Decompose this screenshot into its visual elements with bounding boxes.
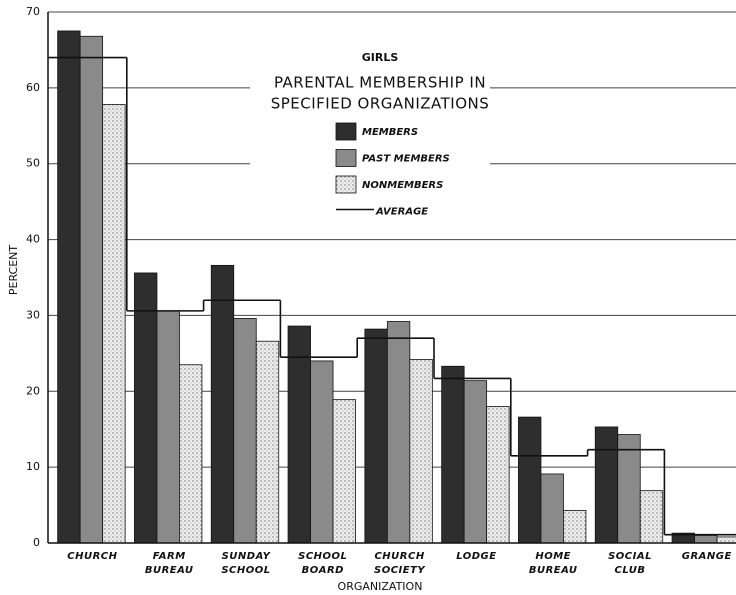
x-tick-label: SOCIAL xyxy=(608,551,652,562)
chart-title: SPECIFIED ORGANIZATIONS xyxy=(271,95,490,113)
bar xyxy=(210,264,235,544)
bar xyxy=(364,328,388,544)
bar xyxy=(332,399,356,544)
legend-label: PAST MEMBERS xyxy=(362,154,450,165)
x-tick-label: BUREAU xyxy=(145,565,194,576)
x-tick-label: GRANGE xyxy=(682,551,732,562)
x-tick-label: CHURCH xyxy=(374,551,424,562)
bar xyxy=(310,360,334,544)
legend-label: AVERAGE xyxy=(375,207,428,218)
bar xyxy=(540,473,564,544)
y-tick-label: 70 xyxy=(26,5,40,18)
y-tick-label: 60 xyxy=(26,81,40,94)
legend-label: NONMEMBERS xyxy=(362,180,443,191)
bar xyxy=(594,426,619,544)
bar xyxy=(716,536,736,544)
bar xyxy=(463,380,488,544)
bar xyxy=(57,30,81,544)
title-backdrop xyxy=(250,44,490,220)
y-tick-label: 40 xyxy=(26,233,40,246)
x-axis-label: ORGANIZATION xyxy=(338,580,423,593)
x-tick-label: HOME xyxy=(535,551,571,562)
bar xyxy=(639,490,664,544)
bar xyxy=(441,365,465,544)
bar xyxy=(694,535,718,544)
bar xyxy=(617,434,641,544)
chart-subtitle: GIRLS xyxy=(362,51,399,64)
y-tick-label: 20 xyxy=(26,384,40,397)
x-tick-label: BUREAU xyxy=(529,565,578,576)
chart-title: PARENTAL MEMBERSHIP IN xyxy=(274,74,486,92)
x-tick-label: SCHOOL xyxy=(298,551,347,562)
y-axis-label: PERCENT xyxy=(7,245,20,296)
x-tick-label: CHURCH xyxy=(67,551,117,562)
x-tick-label: SOCIETY xyxy=(374,565,426,576)
y-tick-label: 0 xyxy=(33,536,40,549)
legend-label: MEMBERS xyxy=(362,127,418,138)
bar xyxy=(518,416,542,544)
x-tick-label: SCHOOL xyxy=(221,565,270,576)
y-tick-label: 50 xyxy=(26,157,40,170)
y-tick-label: 10 xyxy=(26,460,40,473)
bar xyxy=(563,509,587,544)
x-tick-label: LODGE xyxy=(456,551,496,562)
legend-swatch xyxy=(335,122,357,141)
x-tick-label: CLUB xyxy=(615,565,646,576)
y-tick-label: 30 xyxy=(26,308,40,321)
x-tick-label: BOARD xyxy=(302,565,344,576)
legend-swatch xyxy=(335,149,357,167)
bar xyxy=(409,359,433,544)
x-tick-label: FARM xyxy=(153,551,186,562)
bar xyxy=(102,104,126,544)
bar xyxy=(287,325,311,544)
bar xyxy=(386,321,411,544)
legend-swatch xyxy=(335,175,357,194)
bar xyxy=(255,340,280,544)
bar xyxy=(486,406,510,544)
bar xyxy=(79,35,104,544)
bar xyxy=(156,310,180,544)
bar xyxy=(179,364,203,544)
x-tick-label: SUNDAY xyxy=(222,551,272,562)
bar xyxy=(134,272,158,544)
bar xyxy=(233,318,257,544)
